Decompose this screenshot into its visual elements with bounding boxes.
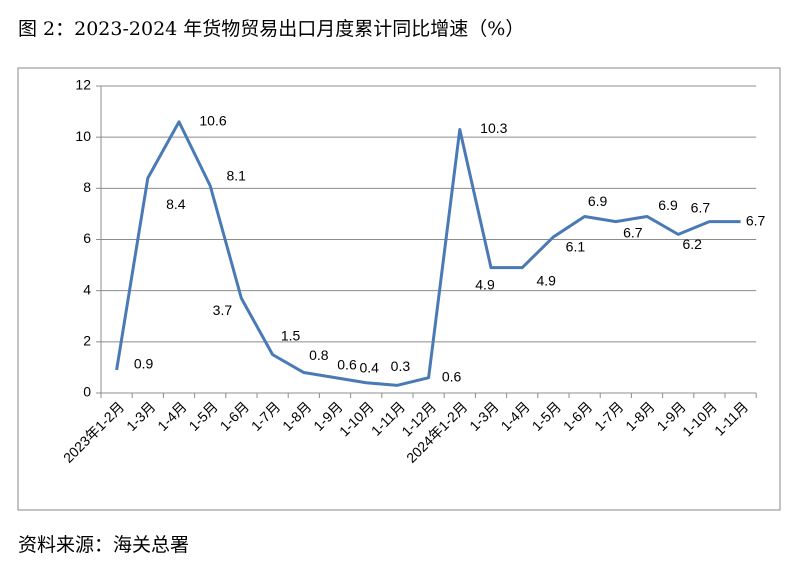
x-tick-label: 1-10月 — [336, 398, 377, 439]
data-label: 3.7 — [213, 302, 233, 318]
data-label: 8.4 — [166, 196, 186, 212]
x-tick-label: 1-10月 — [679, 398, 720, 439]
data-label: 0.9 — [134, 356, 154, 372]
data-label: 10.3 — [480, 120, 507, 136]
data-label: 6.7 — [691, 199, 711, 215]
y-tick-label: 6 — [83, 230, 91, 246]
x-tick-label: 1-6月 — [217, 398, 253, 434]
x-tick-label: 1-5月 — [529, 398, 565, 434]
x-tick-label: 2023年1-2月 — [60, 398, 127, 465]
source-note: 资料来源：海关总署 — [18, 534, 190, 556]
x-tick-label: 1-8月 — [622, 398, 658, 434]
data-label: 4.9 — [536, 272, 556, 288]
data-line — [115, 120, 741, 387]
data-label: 6.9 — [588, 193, 608, 209]
data-label: 6.2 — [682, 236, 702, 252]
x-tick-label: 1-7月 — [248, 398, 284, 434]
data-label: 0.8 — [309, 347, 329, 363]
x-tick-label: 1-3月 — [466, 398, 502, 434]
y-tick-label: 8 — [83, 179, 91, 195]
data-label: 8.1 — [226, 167, 246, 183]
data-label: 0.3 — [391, 358, 411, 374]
y-tick-label: 2 — [83, 333, 91, 349]
x-tick-label: 1-4月 — [154, 398, 190, 434]
chart-frame — [17, 67, 781, 511]
data-label: 1.5 — [281, 327, 301, 343]
data-label: 6.7 — [746, 212, 766, 228]
x-tick-label: 1-5月 — [185, 398, 221, 434]
y-tick-label: 4 — [83, 281, 91, 297]
x-tick-label: 1-8月 — [279, 398, 315, 434]
data-label: 6.9 — [658, 197, 678, 213]
x-tick-label: 1-7月 — [591, 398, 627, 434]
x-tick-label: 1-3月 — [123, 398, 159, 434]
data-label: 6.1 — [566, 239, 586, 255]
data-label: 10.6 — [199, 113, 226, 129]
x-tick-label: 1-4月 — [497, 398, 533, 434]
x-tick-label: 1-6月 — [560, 398, 596, 434]
y-tick-label: 12 — [75, 77, 91, 93]
data-label: 6.7 — [623, 224, 643, 240]
data-label: 4.9 — [475, 276, 495, 292]
data-label: 0.4 — [359, 359, 379, 375]
y-tick-label: 0 — [83, 384, 91, 400]
x-tick-label: 1-11月 — [711, 398, 751, 438]
data-label: 0.6 — [442, 368, 462, 384]
chart-title: 图 2：2023-2024 年货物贸易出口月度累计同比增速（%） — [18, 18, 525, 40]
data-label: 0.6 — [337, 356, 357, 372]
y-tick-label: 10 — [75, 128, 91, 144]
